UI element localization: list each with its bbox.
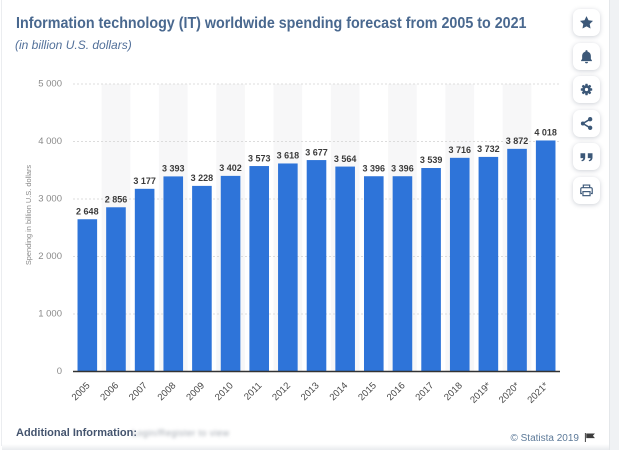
- svg-text:3 732: 3 732: [477, 144, 500, 154]
- svg-text:3 396: 3 396: [363, 163, 386, 173]
- svg-text:5 000: 5 000: [38, 78, 62, 89]
- svg-text:3 573: 3 573: [248, 153, 271, 163]
- svg-text:2 856: 2 856: [105, 194, 128, 204]
- svg-text:2017: 2017: [413, 380, 436, 403]
- svg-text:2011: 2011: [242, 380, 264, 402]
- svg-text:3 177: 3 177: [133, 176, 156, 186]
- svg-text:1 000: 1 000: [38, 308, 62, 319]
- svg-text:2015: 2015: [356, 380, 379, 403]
- svg-text:3 677: 3 677: [305, 147, 328, 157]
- svg-text:3 000: 3 000: [38, 193, 62, 204]
- svg-text:3 872: 3 872: [506, 136, 529, 146]
- svg-text:2019*: 2019*: [468, 380, 494, 406]
- svg-text:2012: 2012: [270, 380, 293, 403]
- svg-text:3 402: 3 402: [219, 163, 242, 173]
- svg-text:Spending in billion U.S. dolla: Spending in billion U.S. dollars: [24, 165, 33, 266]
- svg-text:2008: 2008: [156, 380, 179, 403]
- svg-text:2014: 2014: [328, 380, 351, 403]
- svg-text:3 716: 3 716: [448, 145, 471, 155]
- svg-text:2013: 2013: [299, 380, 322, 403]
- svg-text:2 648: 2 648: [76, 206, 99, 216]
- svg-text:2009: 2009: [184, 380, 207, 403]
- svg-text:3 618: 3 618: [277, 151, 300, 161]
- svg-text:2021*: 2021*: [525, 380, 551, 406]
- svg-text:2006: 2006: [98, 380, 121, 403]
- svg-text:3 564: 3 564: [334, 154, 357, 164]
- svg-text:2007: 2007: [127, 380, 150, 403]
- svg-text:2018: 2018: [442, 380, 465, 403]
- svg-text:4 000: 4 000: [38, 136, 62, 147]
- svg-text:3 228: 3 228: [191, 173, 214, 183]
- svg-text:3 539: 3 539: [420, 155, 443, 165]
- svg-text:2005: 2005: [70, 380, 93, 403]
- svg-text:2 000: 2 000: [38, 251, 62, 262]
- svg-text:2010: 2010: [213, 380, 236, 403]
- svg-text:2016: 2016: [385, 380, 408, 403]
- svg-text:2020*: 2020*: [497, 380, 523, 406]
- svg-text:3 393: 3 393: [162, 164, 185, 174]
- svg-text:0: 0: [57, 366, 62, 377]
- svg-text:4 018: 4 018: [534, 128, 557, 138]
- svg-text:3 396: 3 396: [391, 163, 414, 173]
